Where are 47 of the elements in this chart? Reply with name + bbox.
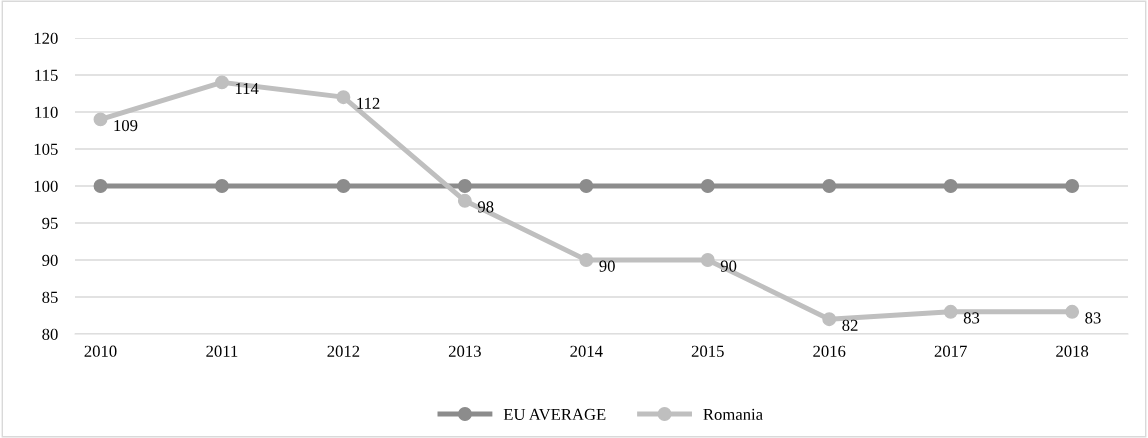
y-tick-label: 120 bbox=[34, 32, 58, 44]
point bbox=[943, 304, 958, 319]
x-tick-label: 2010 bbox=[84, 345, 117, 357]
y-tick-label: 115 bbox=[35, 69, 58, 81]
y-tick-label: 95 bbox=[42, 217, 58, 229]
y-tick-label: 110 bbox=[35, 106, 58, 118]
x-tick-label: 2011 bbox=[206, 345, 238, 357]
point bbox=[822, 312, 837, 327]
y-tick-label: 105 bbox=[34, 143, 58, 155]
x-tick-label: 2013 bbox=[448, 345, 481, 357]
point bbox=[215, 75, 229, 90]
data-label: 112 bbox=[357, 97, 380, 109]
x-tick-label: 2016 bbox=[813, 345, 846, 357]
x-tick-label: 2015 bbox=[691, 345, 724, 357]
point bbox=[700, 179, 715, 193]
point bbox=[93, 179, 108, 193]
x-tick-label: 2014 bbox=[570, 345, 603, 357]
legend-label: Romania bbox=[703, 408, 763, 421]
data-label: 109 bbox=[114, 119, 138, 132]
x-tick-label: 2012 bbox=[327, 345, 360, 357]
point bbox=[700, 253, 715, 267]
x-tick-label: 2017 bbox=[934, 345, 967, 357]
point bbox=[943, 179, 958, 193]
data-label: 83 bbox=[1085, 312, 1101, 324]
point bbox=[457, 179, 472, 193]
data-label: 90 bbox=[720, 260, 737, 272]
point bbox=[579, 179, 594, 193]
point bbox=[822, 179, 837, 193]
point bbox=[93, 112, 108, 127]
data-label: 98 bbox=[477, 201, 494, 213]
point bbox=[215, 179, 229, 193]
y-tick-label: 80 bbox=[42, 328, 58, 340]
y-tick-label: 90 bbox=[42, 254, 58, 266]
point bbox=[336, 179, 351, 193]
data-label: 114 bbox=[235, 82, 259, 94]
x-tick-label: 2018 bbox=[1056, 345, 1089, 357]
point bbox=[1065, 304, 1080, 319]
legend-label: EU AVERAGE bbox=[503, 408, 606, 421]
y-tick-label: 85 bbox=[42, 291, 58, 303]
data-label: 90 bbox=[599, 260, 615, 272]
data-label: 83 bbox=[963, 312, 980, 324]
data-label: 82 bbox=[842, 319, 858, 331]
point bbox=[336, 90, 351, 105]
point bbox=[579, 253, 594, 267]
y-tick-label: 100 bbox=[34, 180, 58, 192]
point bbox=[1065, 179, 1080, 193]
point bbox=[457, 193, 472, 208]
